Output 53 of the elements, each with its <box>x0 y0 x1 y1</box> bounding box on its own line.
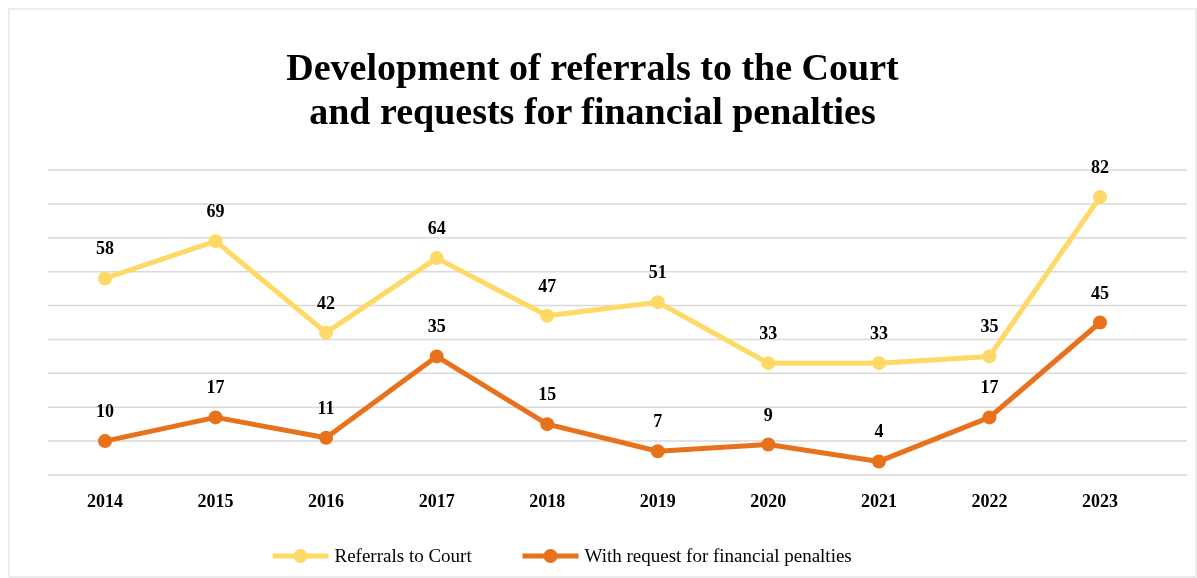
data-label: 35 <box>427 316 446 337</box>
data-label: 15 <box>538 384 557 405</box>
data-label: 35 <box>980 316 999 337</box>
point <box>208 234 223 249</box>
point <box>650 295 665 310</box>
data-label: 17 <box>980 377 999 398</box>
data-label: 33 <box>869 323 888 344</box>
data-label: 45 <box>1091 282 1109 303</box>
data-label: 42 <box>317 292 336 313</box>
point <box>540 417 555 432</box>
point <box>982 349 997 364</box>
legend-label: With request for financial penalties <box>584 545 852 566</box>
point <box>1093 190 1107 205</box>
x-tick-label: 2021 <box>860 491 897 511</box>
point <box>871 356 886 371</box>
x-tick-label: 2014 <box>87 491 123 511</box>
x-tick-label: 2019 <box>639 491 676 511</box>
point <box>871 454 886 469</box>
x-tick-label: 2017 <box>418 491 455 511</box>
point <box>98 434 112 449</box>
data-label: 69 <box>206 201 225 222</box>
point <box>650 444 665 459</box>
data-label: 33 <box>759 323 778 344</box>
data-label: 17 <box>206 377 225 398</box>
data-label: 82 <box>1091 157 1109 178</box>
x-tick-label: 2022 <box>971 491 1008 511</box>
point <box>761 356 776 371</box>
point <box>540 308 555 323</box>
x-tick-label: 2016 <box>308 491 345 511</box>
legend-label: Referrals to Court <box>334 545 473 566</box>
chart-title: Development of referrals to the Court and requests for financial penalties <box>286 46 900 132</box>
data-label: 47 <box>538 275 557 296</box>
x-tick-label: 2018 <box>529 491 566 511</box>
x-tick-label: 2023 <box>1082 491 1118 511</box>
point <box>208 410 223 425</box>
point <box>319 325 334 340</box>
point <box>98 271 112 286</box>
data-label: 64 <box>427 218 446 239</box>
x-tick-label: 2015 <box>197 491 234 511</box>
point <box>429 251 444 266</box>
data-label: 51 <box>648 262 667 283</box>
point <box>319 430 334 445</box>
data-label: 4 <box>874 421 884 442</box>
point <box>429 349 444 364</box>
point <box>1093 315 1107 330</box>
point <box>761 437 776 452</box>
point <box>982 410 997 425</box>
data-label: 9 <box>763 404 773 425</box>
data-label: 10 <box>96 401 114 422</box>
x-tick-label: 2020 <box>750 491 787 511</box>
data-label: 7 <box>653 411 663 432</box>
data-label: 11 <box>317 397 335 418</box>
data-label: 58 <box>96 238 114 259</box>
